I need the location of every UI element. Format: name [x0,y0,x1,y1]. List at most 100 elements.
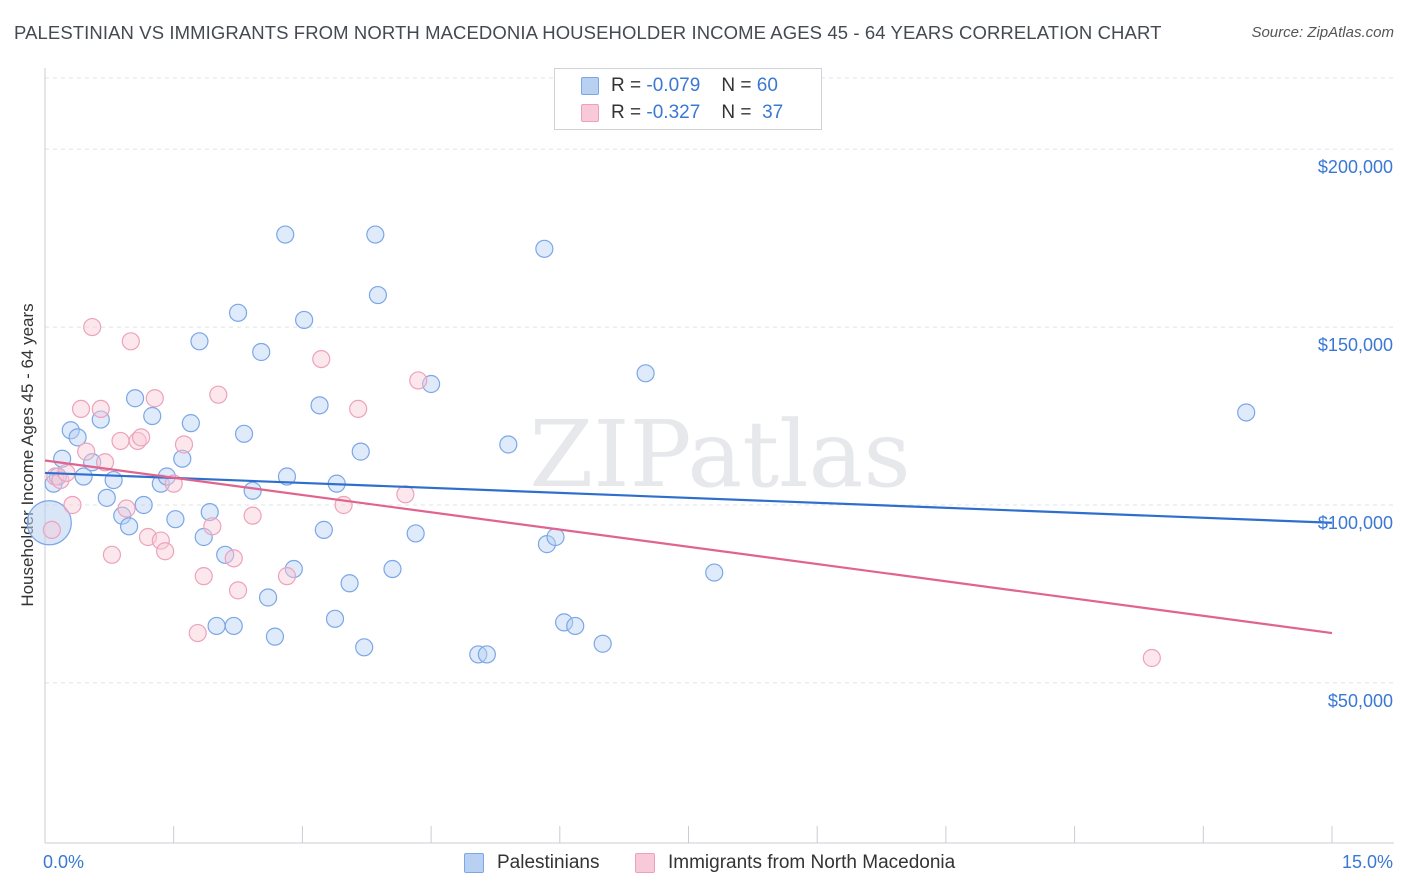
series-north-macedonia-points [42,317,1161,668]
palestinians-point[interactable] [258,588,278,607]
legend-label-palestinians: Palestinians [497,852,600,873]
palestinians-point[interactable] [705,563,724,582]
palestinians-point[interactable] [134,495,153,515]
series-legend: Palestinians Immigrants from North Maced… [0,850,1406,880]
palestinians-point[interactable] [593,634,612,653]
north-macedonia-point[interactable] [174,435,194,454]
x-tick-label-max: 15.0% [1341,852,1393,872]
palestinians-point[interactable] [181,414,200,433]
north-macedonia-point[interactable] [151,531,170,550]
legend-n-label: N = [721,75,752,96]
palestinians-point[interactable] [406,524,425,543]
north-macedonia-point[interactable] [91,399,110,419]
palestinians-point[interactable] [207,616,226,636]
palestinians-point[interactable] [173,449,192,468]
palestinians-point[interactable] [554,613,574,632]
legend-swatch-palestinians [581,77,599,95]
north-macedonia-point[interactable] [224,549,243,568]
palestinians-point[interactable] [125,389,145,408]
palestinians-point[interactable] [265,627,285,646]
palestinians-trend-line [44,471,1333,524]
palestinians-point[interactable] [351,442,370,461]
palestinians-point[interactable] [477,645,496,664]
palestinians-point[interactable] [68,428,87,447]
north-macedonia-point[interactable] [396,485,415,504]
palestinians-point[interactable] [61,421,80,440]
north-macedonia-point[interactable] [83,317,102,337]
north-macedonia-point[interactable] [156,542,175,561]
palestinians-point[interactable] [143,406,162,426]
north-macedonia-trend-line [44,459,1333,635]
north-macedonia-point[interactable] [77,442,96,461]
chart-source: Source: ZipAtlas.com [1251,24,1394,41]
north-macedonia-point[interactable] [71,399,91,419]
palestinians-point[interactable] [310,396,329,415]
north-macedonia-point[interactable] [228,581,248,600]
north-macedonia-point[interactable] [145,389,164,408]
palestinians-point[interactable] [566,616,585,636]
palestinians-point[interactable] [277,467,297,486]
correlation-legend: R = -0.079 N = 60 R = -0.327 N = 37 [554,68,822,130]
north-macedonia-point[interactable] [209,385,228,404]
north-macedonia-point[interactable] [102,545,122,564]
legend-r-value: -0.079 [646,75,701,96]
palestinians-point[interactable] [295,310,314,330]
palestinians-point[interactable] [74,467,93,486]
north-macedonia-point[interactable] [277,567,297,586]
north-macedonia-point[interactable] [243,506,262,525]
palestinians-point[interactable] [499,435,518,454]
north-macedonia-point[interactable] [117,499,136,518]
palestinians-point[interactable] [276,225,295,244]
palestinians-point[interactable] [224,616,243,636]
north-macedonia-point[interactable] [203,517,222,536]
north-macedonia-point[interactable] [51,470,70,490]
palestinians-point[interactable] [190,332,209,351]
legend-swatch-north-macedonia [581,104,599,122]
north-macedonia-point[interactable] [188,623,207,643]
north-macedonia-point[interactable] [42,520,61,539]
north-macedonia-point[interactable] [131,428,151,447]
palestinians-point[interactable] [284,559,303,579]
palestinians-point[interactable] [166,510,185,529]
palestinians-point[interactable] [535,239,554,258]
palestinians-point[interactable] [228,303,248,322]
legend-r-label: R = [611,75,642,96]
palestinians-point[interactable] [1237,403,1256,422]
north-macedonia-point[interactable] [194,567,213,586]
palestinians-point[interactable] [104,470,123,490]
palestinians-point[interactable] [119,517,139,536]
north-macedonia-point[interactable] [121,332,140,351]
y-tick-label-3: $200,000 [1317,157,1393,178]
palestinians-point[interactable] [355,638,374,657]
palestinians-point[interactable] [546,527,565,547]
palestinians-point[interactable] [252,342,271,362]
series-palestinians-points [26,225,1256,664]
north-macedonia-point[interactable] [1142,648,1161,668]
palestinians-point[interactable] [366,225,385,244]
palestinians-point[interactable] [234,424,254,443]
north-macedonia-point[interactable] [63,495,82,515]
palestinians-point[interactable] [91,410,110,429]
north-macedonia-point[interactable] [95,453,115,472]
palestinians-point[interactable] [368,285,388,305]
legend-swatch-palestinians [464,853,484,873]
palestinians-point[interactable] [243,481,262,500]
axes [44,68,1394,844]
palestinians-point[interactable] [97,488,116,507]
watermark: ZIPatlas [529,401,910,508]
palestinians-point[interactable] [26,500,72,546]
palestinians-point[interactable] [383,559,402,579]
palestinians-point[interactable] [340,574,359,593]
north-macedonia-point[interactable] [111,431,130,451]
north-macedonia-point[interactable] [349,399,368,419]
north-macedonia-point[interactable] [409,371,428,390]
north-macedonia-point[interactable] [128,431,147,451]
palestinians-point[interactable] [636,364,655,383]
palestinians-point[interactable] [314,520,333,539]
trend-lines [44,459,1333,635]
gridlines [45,77,1394,684]
palestinians-point[interactable] [325,609,345,628]
north-macedonia-point[interactable] [312,349,331,369]
palestinians-point[interactable] [200,502,219,522]
